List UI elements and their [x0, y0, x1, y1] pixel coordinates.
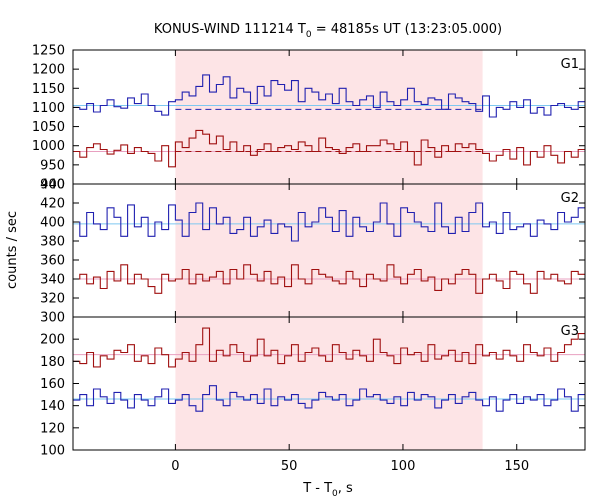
shaded-interval: [175, 184, 483, 317]
y-tick-label: 320: [40, 292, 65, 307]
panel-label-g1: G1: [561, 57, 579, 72]
y-tick-label: 1000: [32, 139, 65, 154]
y-tick-label: 200: [40, 333, 65, 348]
y-axis-label: counts / sec: [5, 211, 20, 289]
series-line-g3-1: [73, 385, 585, 412]
y-tick-label: 300: [40, 311, 65, 326]
y-tick-label: 1150: [32, 82, 65, 97]
panel-label-g3: G3: [561, 324, 579, 339]
y-tick-label: 1200: [32, 63, 65, 78]
y-tick-label: 1250: [32, 44, 65, 59]
series-line-g1-0: [73, 74, 585, 118]
y-tick-label: 180: [40, 355, 65, 370]
y-tick-label: 950: [40, 158, 65, 173]
x-tick-label: 100: [391, 459, 416, 474]
series-line-g3-0: [73, 327, 585, 368]
x-tick-label: 150: [504, 459, 529, 474]
y-tick-label: 400: [40, 216, 65, 231]
shaded-interval: [175, 50, 483, 184]
x-axis-label: T - T0, s: [302, 481, 353, 499]
y-tick-label: 420: [40, 197, 65, 212]
x-tick-label: 0: [171, 459, 179, 474]
series-line-g2-1: [73, 264, 585, 294]
y-tick-label: 1100: [32, 101, 65, 116]
y-tick-label: 360: [40, 254, 65, 269]
y-tick-label: 900: [40, 178, 65, 193]
panel-label-g2: G2: [561, 191, 579, 206]
y-tick-label: 380: [40, 235, 65, 250]
panels: 900950100010501100115012001250G130032034…: [32, 44, 586, 474]
y-tick-label: 440: [40, 178, 65, 193]
series-line-g2-0: [73, 202, 585, 242]
y-tick-label: 1050: [32, 120, 65, 135]
y-tick-label: 140: [40, 399, 65, 414]
y-tick-label: 100: [40, 444, 65, 459]
y-tick-label: 340: [40, 273, 65, 288]
series-line-g1-1: [73, 129, 585, 168]
shaded-interval: [175, 317, 483, 450]
x-tick-label: 50: [281, 459, 298, 474]
y-tick-label: 160: [40, 377, 65, 392]
y-tick-label: 120: [40, 421, 65, 436]
chart-title: KONUS-WIND 111214 T0 = 48185s UT (13:23:…: [154, 22, 502, 40]
